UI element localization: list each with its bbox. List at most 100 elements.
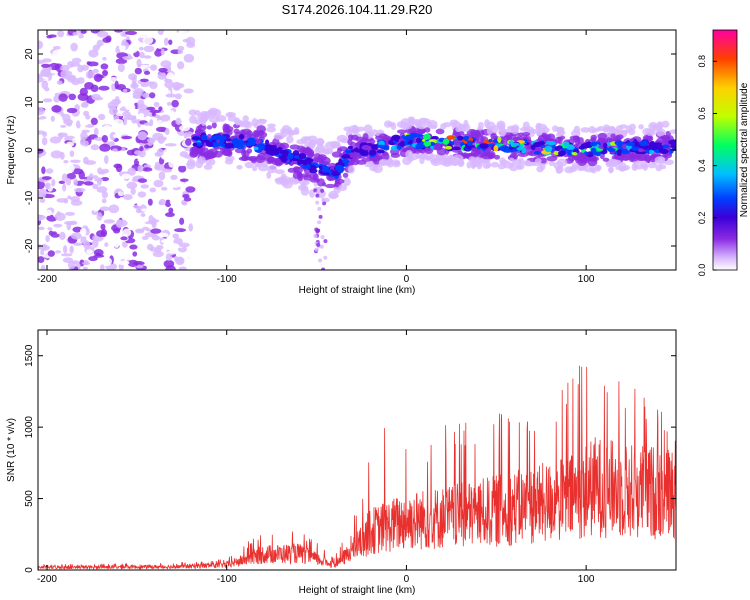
spectrogram-cell bbox=[114, 80, 119, 90]
spectrogram-cell bbox=[66, 107, 78, 114]
spectrogram-cell bbox=[323, 239, 328, 244]
spectrogram-cell bbox=[104, 155, 109, 164]
colorbar-tick-label: 0.8 bbox=[697, 55, 707, 68]
spectrogram-cell bbox=[53, 95, 61, 103]
spectrogram-cell bbox=[86, 249, 93, 255]
spectrogram-cell bbox=[114, 95, 120, 105]
spectrogram-cell bbox=[46, 34, 53, 39]
spectrogram-cell bbox=[345, 149, 352, 154]
spectrogram-cell bbox=[140, 83, 150, 88]
spectrogram-cell bbox=[58, 180, 66, 185]
spectrogram-cell bbox=[64, 202, 71, 209]
spectrogram-cell bbox=[218, 139, 225, 145]
spectrogram-cell bbox=[508, 162, 519, 172]
spectrogram-cell bbox=[302, 147, 312, 157]
spectrogram-cell bbox=[173, 237, 183, 245]
spectrogram-cell bbox=[524, 126, 535, 134]
spectrogram-cell bbox=[257, 129, 265, 137]
snr-series-line bbox=[38, 365, 676, 570]
spectrogram-cell bbox=[668, 139, 676, 145]
spectrogram-cell bbox=[313, 234, 318, 239]
spectrogram-cell bbox=[318, 165, 323, 169]
spectrogram-cell bbox=[136, 200, 143, 207]
y-tick-label: 1500 bbox=[24, 344, 35, 367]
spectrogram-cell bbox=[119, 180, 129, 185]
spectrogram-cell bbox=[96, 30, 109, 38]
spectrogram-cell bbox=[312, 173, 319, 181]
spectrogram-cell bbox=[322, 110, 330, 114]
spectrogram-cell bbox=[63, 197, 69, 204]
spectrogram-cell bbox=[360, 150, 369, 156]
spectrogram-cell bbox=[361, 144, 371, 151]
spectrogram-cell bbox=[108, 242, 121, 247]
spectrogram-cell bbox=[588, 126, 596, 134]
y-tick-label: 0 bbox=[24, 147, 35, 153]
spectrogram-cell bbox=[265, 139, 270, 145]
spectrogram-cell bbox=[570, 165, 577, 170]
spectrogram-cell bbox=[452, 146, 461, 151]
spectrogram-cell bbox=[571, 151, 578, 156]
spectrogram-cell bbox=[322, 182, 327, 187]
spectrogram-cell bbox=[149, 92, 156, 99]
spectrogram-cell bbox=[143, 45, 155, 53]
spectrogram-cell bbox=[163, 37, 169, 46]
colorbar: 0.0 0.2 0.4 0.6 0.8 Normalized spectral ampl… bbox=[697, 29, 750, 276]
spectrogram-cell bbox=[166, 72, 175, 81]
spectrogram-cell bbox=[154, 164, 166, 171]
spectrogram-cell bbox=[144, 144, 149, 149]
spectrogram-cell bbox=[216, 218, 223, 222]
spectrogram-cell bbox=[179, 124, 190, 132]
spectrogram-cell bbox=[306, 65, 313, 72]
spectrogram-cell bbox=[122, 117, 128, 126]
spectrogram-cell bbox=[316, 242, 321, 247]
spectrogram-cell bbox=[296, 138, 307, 145]
spectrogram-cell bbox=[179, 151, 189, 158]
spectrogram-cell bbox=[318, 258, 323, 263]
spectrogram-cell bbox=[533, 151, 542, 155]
spectrogram-cell bbox=[160, 239, 172, 244]
spectrogram-cell bbox=[556, 158, 568, 167]
spectrogram-cell bbox=[137, 191, 147, 198]
spectrogram-cell bbox=[142, 226, 149, 231]
spectrogram-cell bbox=[316, 122, 321, 127]
spectrogram-x-label: Height of straight line (km) bbox=[299, 285, 416, 296]
spectrogram-cell bbox=[315, 144, 326, 153]
spectrogram-cell bbox=[194, 119, 203, 125]
spectrogram-cell bbox=[230, 191, 238, 197]
spectrogram-cell bbox=[195, 79, 204, 86]
spectrogram-cell bbox=[466, 161, 472, 169]
snr-x-axis: -200 -100 0 100 bbox=[37, 330, 595, 585]
spectrogram-x-axis: -200 -100 0 100 bbox=[37, 30, 595, 285]
spectrogram-cell bbox=[248, 93, 255, 98]
spectrogram-cell bbox=[490, 161, 499, 168]
spectrogram-cell bbox=[195, 125, 202, 134]
spectrogram-cell bbox=[240, 258, 247, 266]
spectrogram-cell bbox=[40, 249, 45, 256]
spectrogram-cell bbox=[80, 30, 87, 34]
spectrogram-cell bbox=[317, 154, 327, 161]
spectrogram-cell bbox=[152, 251, 164, 258]
spectrogram-cell bbox=[49, 136, 62, 144]
spectrogram-cell bbox=[208, 158, 216, 166]
spectrogram-cell bbox=[131, 75, 137, 85]
spectrogram-cell bbox=[342, 90, 350, 97]
spectrogram-cell bbox=[49, 83, 58, 90]
spectrogram-cell bbox=[425, 156, 431, 161]
spectrogram-cell bbox=[158, 106, 163, 112]
spectrogram-cell bbox=[486, 127, 494, 136]
spectrogram-cell bbox=[149, 187, 157, 193]
spectrogram-cell bbox=[168, 159, 176, 168]
spectrogram-cell bbox=[82, 261, 90, 266]
spectrogram-cell bbox=[39, 197, 46, 203]
spectrogram-cell bbox=[356, 159, 367, 165]
snr-y-label: SNR (10 * v/v) bbox=[6, 418, 17, 482]
spectrogram-cell bbox=[378, 158, 389, 166]
spectrogram-cell bbox=[211, 122, 217, 129]
spectrogram-cell bbox=[639, 140, 649, 147]
spectrogram-cell bbox=[348, 106, 353, 113]
spectrogram-cell bbox=[136, 58, 142, 68]
spectrogram-cell bbox=[115, 58, 128, 65]
spectrogram-cell bbox=[317, 206, 322, 211]
spectrogram-cell bbox=[264, 44, 268, 51]
spectrogram-cell bbox=[247, 137, 255, 141]
